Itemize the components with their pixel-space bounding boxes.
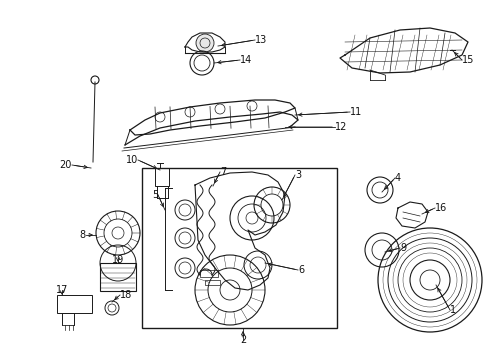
- Bar: [200, 270, 218, 277]
- Text: 12: 12: [334, 122, 346, 132]
- Bar: [142, 168, 336, 328]
- Text: 15: 15: [461, 55, 473, 65]
- Text: 6: 6: [297, 265, 304, 275]
- Text: 14: 14: [240, 55, 252, 65]
- Bar: [57, 295, 92, 313]
- Text: 13: 13: [254, 35, 267, 45]
- Bar: [204, 280, 220, 285]
- Text: 5: 5: [151, 190, 158, 200]
- Text: 8: 8: [80, 230, 86, 240]
- Text: 18: 18: [120, 290, 132, 300]
- Text: 17: 17: [56, 285, 68, 295]
- Text: 7: 7: [220, 167, 226, 177]
- Bar: [100, 263, 136, 291]
- Bar: [62, 313, 74, 325]
- Text: 4: 4: [394, 173, 400, 183]
- Text: 19: 19: [112, 255, 124, 265]
- Text: 16: 16: [434, 203, 447, 213]
- Text: 11: 11: [349, 107, 362, 117]
- Text: 2: 2: [240, 335, 245, 345]
- Circle shape: [196, 34, 214, 52]
- Text: 1: 1: [449, 305, 455, 315]
- Text: 10: 10: [125, 155, 138, 165]
- Text: 9: 9: [399, 243, 406, 253]
- Text: 20: 20: [60, 160, 72, 170]
- Text: 3: 3: [294, 170, 301, 180]
- Bar: [155, 168, 169, 186]
